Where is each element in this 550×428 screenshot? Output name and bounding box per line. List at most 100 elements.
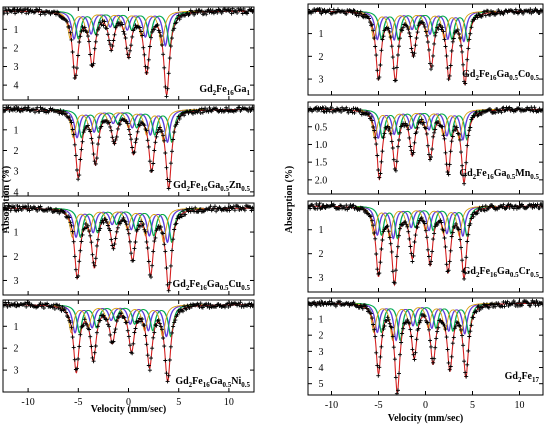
data-point	[151, 335, 156, 340]
sample-label: Gd2Fe16Ga0.5Ni0.5	[175, 376, 250, 389]
data-point	[132, 330, 137, 335]
data-point	[91, 61, 96, 66]
data-point	[207, 105, 212, 110]
data-point	[410, 50, 415, 55]
data-point	[114, 229, 119, 234]
label-subscript: 0.5	[530, 74, 539, 82]
data-point	[529, 11, 534, 16]
data-point	[394, 391, 399, 395]
data-point	[177, 215, 182, 220]
data-point	[113, 137, 118, 142]
data-point	[68, 220, 73, 225]
y-tick-label: 2	[14, 344, 19, 355]
data-point	[436, 325, 441, 330]
data-point	[536, 303, 541, 308]
data-point	[463, 270, 468, 275]
label-element: Ga	[494, 168, 507, 179]
data-point	[94, 330, 99, 335]
data-point	[232, 208, 237, 213]
data-point	[114, 319, 119, 323]
data-point	[7, 108, 12, 113]
data-point	[110, 243, 115, 248]
data-point	[73, 73, 78, 78]
label-subscript: 0.5	[510, 271, 519, 279]
data-point	[161, 231, 166, 236]
data-point	[175, 16, 180, 21]
data-point	[118, 221, 123, 226]
data-point	[452, 30, 457, 35]
x-axis-title: Velocity (mm/sec)	[388, 413, 463, 424]
data-point	[181, 309, 185, 314]
label-element: Gd	[199, 84, 213, 95]
data-point	[161, 336, 166, 340]
data-point	[317, 201, 322, 206]
data-point	[468, 31, 473, 36]
data-point	[144, 342, 149, 347]
label-element: Fe	[189, 279, 200, 290]
data-point	[40, 106, 45, 111]
data-point	[134, 137, 139, 141]
y-axis-title: Absorption (%)	[284, 166, 295, 234]
data-point	[90, 252, 95, 257]
data-point	[445, 170, 450, 174]
data-point	[428, 262, 432, 267]
data-point	[320, 105, 325, 110]
data-point	[84, 322, 89, 327]
data-point	[418, 318, 423, 323]
data-point	[507, 205, 512, 210]
label-element: Gd	[459, 168, 473, 179]
data-point	[78, 332, 83, 337]
y-tick-label: 1	[319, 225, 324, 236]
label-subscript: 2	[186, 185, 190, 193]
data-point	[435, 223, 440, 227]
data-point	[379, 159, 384, 164]
data-point	[446, 268, 451, 273]
data-point	[462, 181, 467, 186]
data-point	[443, 150, 448, 155]
data-point	[161, 133, 166, 138]
data-point	[132, 150, 137, 155]
data-point	[38, 105, 43, 110]
subspectrum-line	[53, 10, 204, 47]
data-point	[470, 212, 475, 217]
data-point	[176, 13, 181, 18]
label-subscript: 16	[227, 89, 235, 97]
data-point	[510, 301, 515, 306]
data-point	[242, 208, 247, 213]
data-point	[71, 65, 76, 70]
data-point	[469, 323, 474, 328]
data-point	[389, 44, 394, 49]
data-point	[126, 231, 131, 236]
data-point	[422, 24, 427, 29]
data-point	[370, 118, 375, 123]
data-point	[343, 207, 348, 212]
data-point	[425, 143, 430, 148]
data-point	[433, 33, 438, 38]
data-point	[401, 25, 406, 30]
data-point	[224, 105, 229, 110]
x-axis-title: Velocity (mm/sec)	[91, 404, 166, 415]
subspectrum-line	[53, 207, 204, 244]
label-element: Fe	[521, 371, 532, 382]
plot-area	[308, 6, 543, 86]
data-point	[462, 276, 467, 281]
data-point	[92, 350, 97, 355]
data-point	[171, 237, 176, 242]
data-point	[70, 50, 75, 54]
data-point	[105, 223, 110, 228]
data-point	[521, 11, 526, 16]
data-point	[89, 136, 94, 141]
data-point	[67, 25, 72, 30]
data-point	[157, 125, 162, 130]
data-point	[391, 157, 396, 162]
chart-column-right: 0123Gd2Fe16Ga0.5Co0.50.00.51.01.52.0Gd2F…	[284, 3, 544, 424]
data-point	[5, 11, 10, 16]
y-tick-label: 0	[319, 201, 324, 212]
y-tick-label: 2	[319, 331, 324, 342]
data-point	[396, 144, 400, 149]
data-point	[103, 217, 108, 222]
data-point	[211, 206, 216, 211]
data-point	[112, 242, 117, 247]
data-point	[373, 334, 378, 339]
